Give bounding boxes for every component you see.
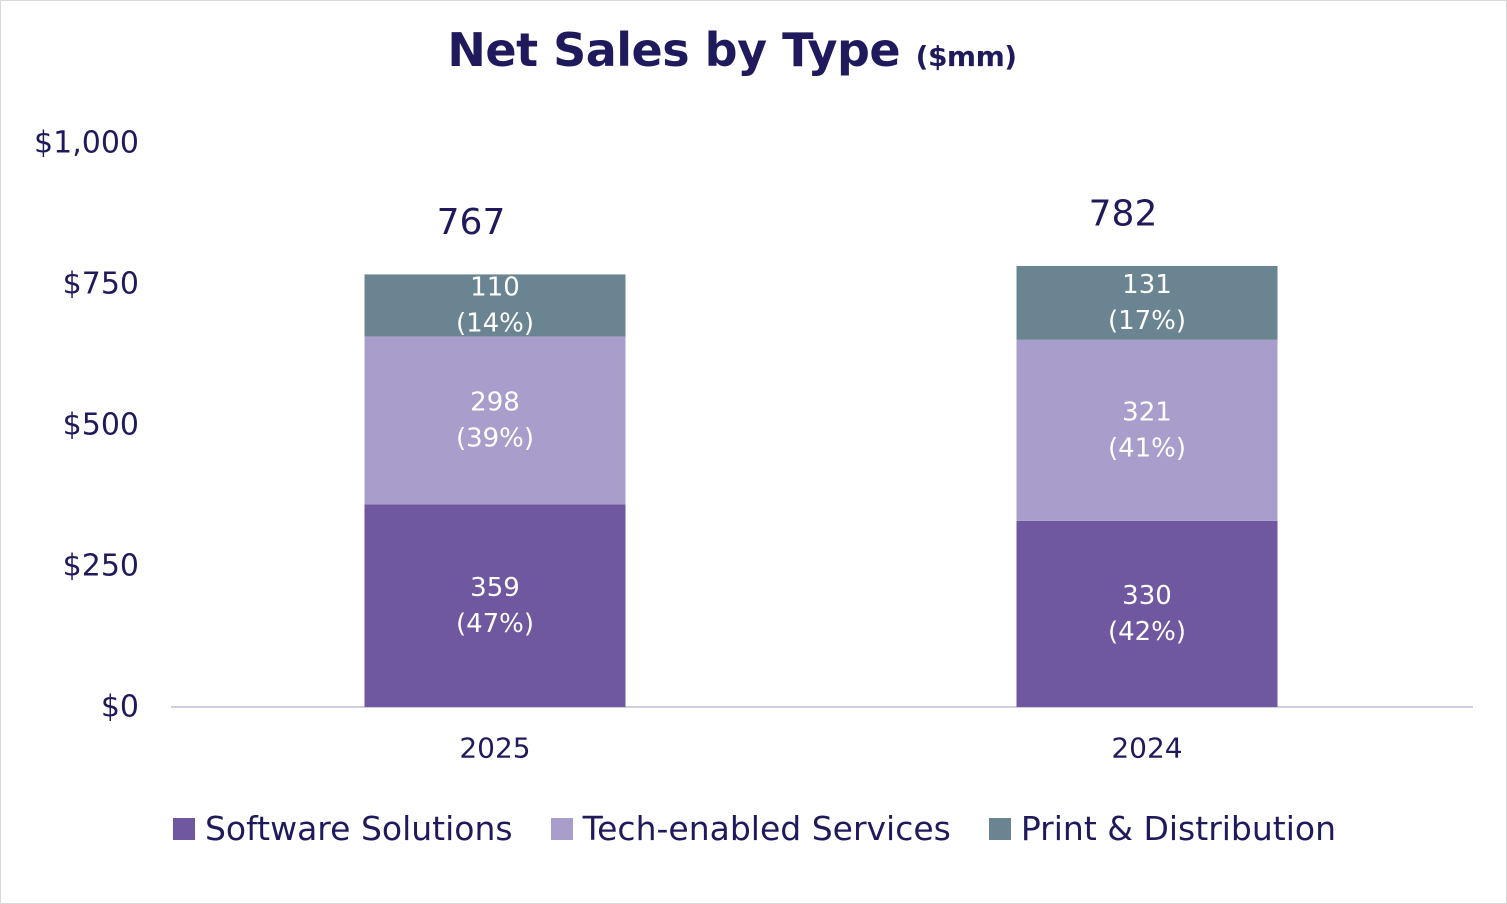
bar-segment [364,504,626,707]
data-label-value: 131 [1122,270,1172,300]
data-label-percent: (39%) [456,423,534,453]
bar-segment [364,274,626,337]
chart-title-unit: ($mm) [915,40,1017,73]
data-label-value: 330 [1122,581,1172,611]
data-label-value: 110 [470,272,520,302]
y-tick-label: $500 [63,408,139,443]
legend-item-print-distribution: Print & Distribution [988,809,1337,848]
legend-label-software-solutions: Software Solutions [204,809,513,848]
data-label-value: 359 [470,573,520,603]
chart-title: Net Sales by Type ($mm) [1,23,1463,77]
bar-segment [1016,520,1278,707]
total-label: 782 [1089,193,1158,234]
data-label-percent: (47%) [456,609,534,639]
y-tick-label: $1,000 [34,126,139,161]
chart-title-text: Net Sales by Type [447,23,901,77]
bar-segment [364,336,626,505]
y-tick-label: $750 [63,267,139,302]
plot-area: $0 $250 $500 $750 $1,000 359 (47%) 298 (39%) 110 (… [34,126,1473,765]
legend-item-software-solutions: Software Solutions [172,809,513,848]
data-label-value: 321 [1122,397,1172,427]
legend-item-tech-enabled-services: Tech-enabled Services [550,809,951,848]
data-label-percent: (14%) [456,308,534,338]
total-label: 767 [437,202,506,243]
legend-swatch-print-distribution [988,817,1011,840]
y-tick-label: $250 [63,549,139,584]
data-label-value: 298 [470,387,520,417]
x-tick-label: 2024 [1111,732,1182,765]
data-label-percent: (41%) [1108,433,1186,463]
legend-label-tech-enabled-services: Tech-enabled Services [582,809,951,848]
data-label-percent: (17%) [1108,306,1186,336]
x-tick-label: 2025 [459,732,530,765]
data-label-percent: (42%) [1108,617,1186,647]
bar-segment [1016,265,1278,340]
legend-label-print-distribution: Print & Distribution [1020,809,1337,848]
bar-segment [1016,339,1278,521]
legend-swatch-tech-enabled-services [550,817,573,840]
y-tick-label: $0 [101,690,139,725]
legend: Software Solutions Tech-enabled Services… [1,809,1507,848]
legend-swatch-software-solutions [172,817,195,840]
